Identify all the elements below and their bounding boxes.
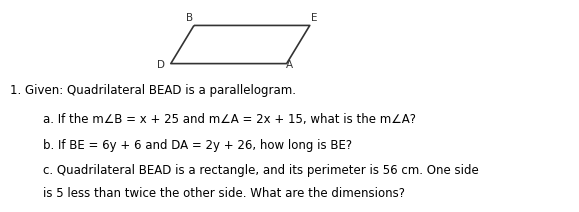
- Text: B: B: [186, 13, 193, 23]
- Text: is 5 less than twice the other side. What are the dimensions?: is 5 less than twice the other side. Wha…: [43, 187, 405, 201]
- Text: E: E: [310, 13, 317, 23]
- Text: b. If BE = 6y + 6 and DA = 2y + 26, how long is BE?: b. If BE = 6y + 6 and DA = 2y + 26, how …: [43, 139, 353, 152]
- Text: A: A: [286, 60, 293, 70]
- Text: D: D: [157, 60, 165, 70]
- Text: a. If the m∠B = x + 25 and m∠A = 2x + 15, what is the m∠A?: a. If the m∠B = x + 25 and m∠A = 2x + 15…: [43, 113, 416, 126]
- Text: c. Quadrilateral BEAD is a rectangle, and its perimeter is 56 cm. One side: c. Quadrilateral BEAD is a rectangle, an…: [43, 164, 479, 177]
- Text: 1. Given: Quadrilateral BEAD is a parallelogram.: 1. Given: Quadrilateral BEAD is a parall…: [10, 84, 296, 97]
